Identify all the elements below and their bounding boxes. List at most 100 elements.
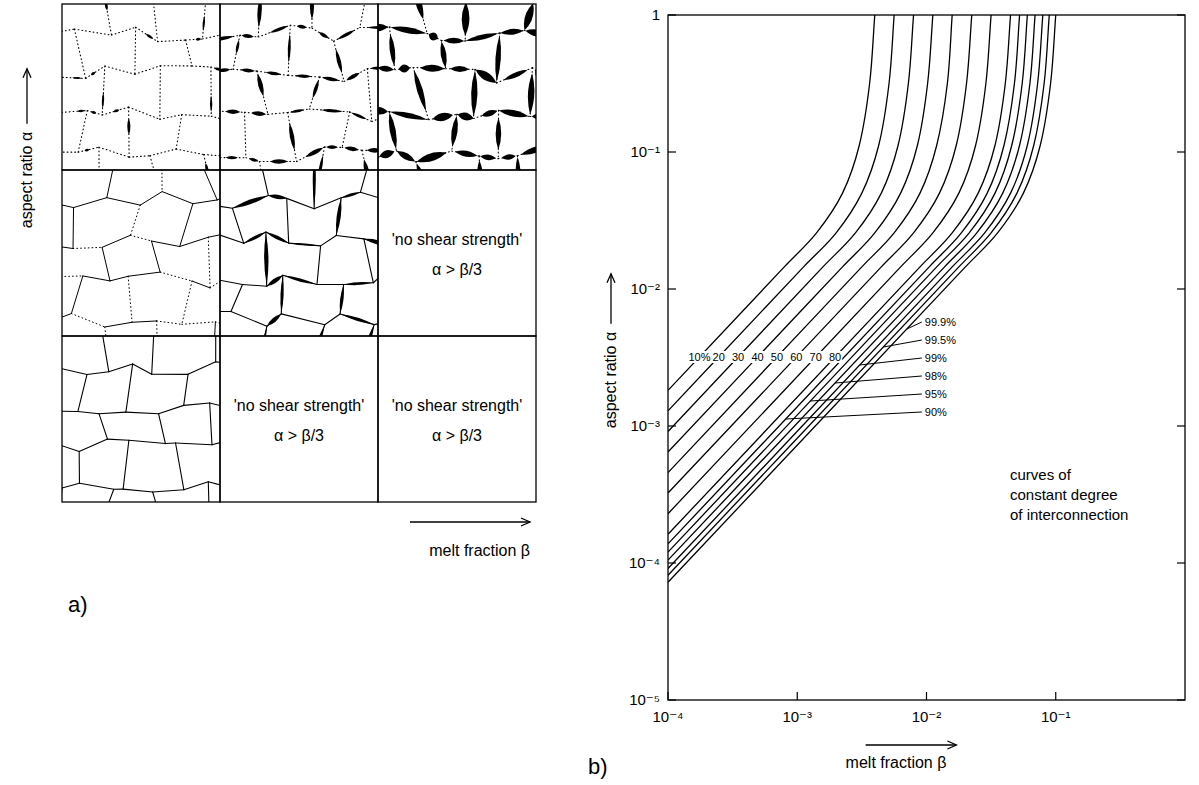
melt-inclusion bbox=[390, 112, 427, 120]
melt-inclusion bbox=[477, 160, 483, 170]
axis-title: melt fraction β bbox=[429, 542, 530, 559]
grain-boundary bbox=[215, 322, 220, 328]
grain-boundary bbox=[287, 198, 314, 208]
grain-boundary bbox=[165, 442, 175, 444]
interconnection-curve bbox=[668, 15, 1027, 552]
melt-inclusion bbox=[502, 154, 516, 159]
cell-condition: α > β/3 bbox=[432, 261, 482, 278]
grain-boundary bbox=[62, 445, 79, 451]
leader-line bbox=[835, 376, 922, 383]
grain-boundary bbox=[233, 35, 240, 69]
cell-text: 'no shear strength' bbox=[392, 397, 523, 414]
grain-boundary bbox=[186, 40, 192, 66]
grain-boundary bbox=[78, 412, 99, 414]
grain-boundary bbox=[257, 71, 268, 114]
curve-label: 50 bbox=[771, 351, 783, 363]
grain-boundary bbox=[350, 112, 372, 122]
axis-arrow bbox=[610, 274, 611, 324]
grain-boundary bbox=[102, 489, 114, 502]
melt-inclusion bbox=[305, 148, 323, 157]
interconnection-curve bbox=[668, 15, 1011, 534]
grain-boundary bbox=[157, 321, 158, 336]
y-tick-right bbox=[1177, 425, 1185, 426]
grain-cell bbox=[378, 4, 536, 170]
grain-boundary bbox=[153, 4, 157, 42]
axis-arrow bbox=[410, 521, 530, 522]
grain-boundary bbox=[389, 112, 428, 120]
panel-b: 10⁻⁴10⁻³10⁻²10⁻¹10⁻⁵10⁻⁴10⁻³10⁻²10⁻¹110%… bbox=[588, 6, 1185, 779]
grain-boundary bbox=[100, 336, 109, 372]
grain-boundary bbox=[105, 4, 112, 35]
label-ground bbox=[789, 351, 803, 363]
grain-boundary bbox=[321, 235, 337, 245]
grain-boundary bbox=[126, 364, 133, 412]
melt-inclusion bbox=[450, 66, 469, 72]
grain-boundary bbox=[150, 156, 159, 170]
melt-inclusion bbox=[528, 73, 535, 114]
grain-boundary bbox=[152, 336, 154, 374]
y-tick-label: 10⁻¹ bbox=[630, 143, 660, 160]
grain-boundary bbox=[334, 41, 344, 81]
grain-boundary bbox=[151, 241, 160, 272]
grain-boundary bbox=[176, 443, 212, 445]
grain-boundary bbox=[314, 198, 341, 209]
melt-inclusion bbox=[233, 196, 268, 208]
melt-inclusion bbox=[429, 33, 438, 41]
grain-boundary bbox=[297, 147, 325, 162]
grain-boundary bbox=[344, 69, 367, 82]
x-tick-label: 10⁻³ bbox=[782, 708, 812, 725]
melt-inclusion bbox=[476, 70, 497, 83]
grain-boundary bbox=[336, 198, 341, 236]
cell-frame bbox=[220, 170, 378, 336]
grain-boundary bbox=[325, 314, 340, 325]
x-tick-label: 10⁻⁴ bbox=[652, 708, 683, 725]
grain-boundary bbox=[107, 170, 114, 198]
grain-boundary bbox=[73, 208, 74, 249]
grain-boundary bbox=[162, 192, 193, 204]
grain-boundary bbox=[360, 27, 378, 28]
grain-boundary bbox=[62, 314, 71, 320]
annotation-line: of interconnection bbox=[1010, 506, 1128, 523]
melt-inclusion bbox=[77, 110, 85, 112]
y-tick-label: 10⁻³ bbox=[630, 417, 660, 434]
grain-boundary bbox=[244, 232, 266, 243]
panel-a: 'no shear strength' α > β/3 'no shear stre… bbox=[18, 0, 605, 617]
melt-inclusion bbox=[367, 148, 378, 153]
grain-boundary bbox=[114, 489, 123, 490]
y-tick-right bbox=[1177, 151, 1185, 152]
cell-text: 'no shear strength' bbox=[234, 397, 365, 414]
grain-boundary bbox=[288, 25, 290, 75]
melt-inclusion bbox=[319, 32, 329, 38]
grain-boundary bbox=[340, 284, 344, 313]
grain-boundary bbox=[102, 235, 130, 247]
grain-boundary bbox=[62, 483, 79, 488]
grain-boundary bbox=[517, 145, 536, 156]
melt-inclusion bbox=[84, 149, 89, 152]
grain-boundary bbox=[367, 69, 371, 122]
melt-inclusion bbox=[322, 77, 339, 81]
melt-inclusion bbox=[389, 112, 397, 149]
grain-boundary bbox=[176, 443, 184, 490]
grain-boundary bbox=[78, 375, 87, 412]
melt-inclusion bbox=[266, 232, 288, 243]
grain-boundary bbox=[129, 107, 160, 119]
cell-condition: α > β/3 bbox=[432, 427, 482, 444]
melt-inclusion bbox=[364, 239, 378, 246]
melt-inclusion bbox=[313, 79, 319, 98]
grain-boundary bbox=[373, 272, 378, 283]
grain-cell bbox=[220, 170, 378, 336]
cell-frame bbox=[62, 170, 220, 336]
melt-inclusion bbox=[521, 146, 536, 155]
interconnection-curve bbox=[668, 15, 1056, 582]
grain-boundary bbox=[109, 364, 133, 372]
curve-label: 10% bbox=[688, 351, 710, 363]
melt-inclusion bbox=[146, 34, 153, 39]
melt-inclusion bbox=[389, 34, 395, 67]
grain-boundary bbox=[245, 112, 246, 157]
grain-boundary bbox=[79, 439, 107, 451]
melt-inclusion bbox=[366, 26, 378, 29]
grain-boundary bbox=[180, 204, 193, 247]
axis-arrow bbox=[26, 69, 27, 124]
grain-boundary bbox=[525, 4, 534, 31]
melt-inclusion bbox=[318, 155, 323, 170]
